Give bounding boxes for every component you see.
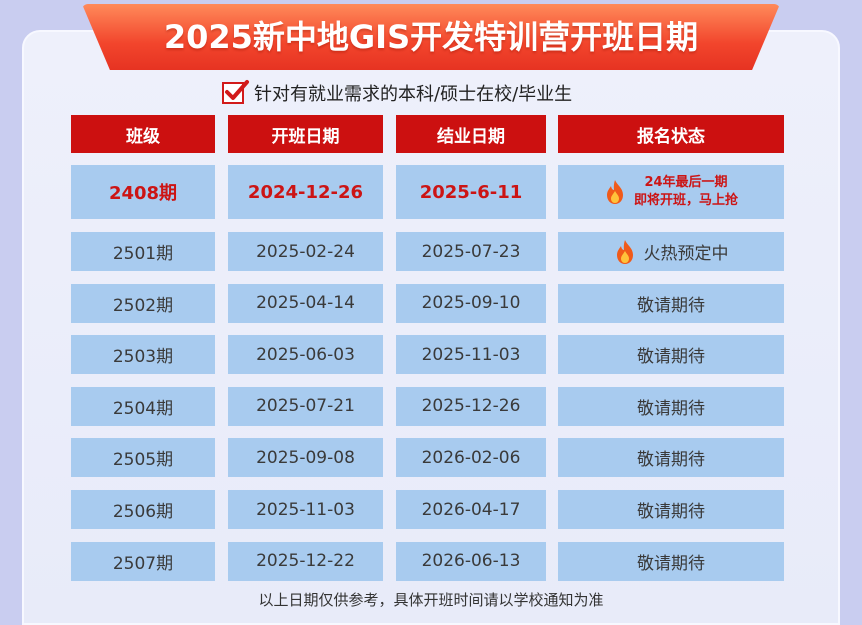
status-cell: 敬请期待 (558, 490, 784, 529)
page-title: 2025新中地GIS开发特训营开班日期 (163, 18, 699, 56)
status-cell: 敬请期待 (558, 283, 784, 323)
table-cell: 2025-04-14 (228, 283, 383, 323)
table-header-cell: 结业日期 (396, 115, 546, 153)
table-cell: 2026-04-17 (396, 490, 546, 529)
fire-icon (604, 179, 626, 205)
status-cell: 火热预定中 (558, 232, 784, 271)
table-cell: 2025-02-24 (228, 232, 383, 271)
status-text: 火热预定中 (643, 244, 729, 264)
status-text: 24年最后一期 即将开班，马上抢 (634, 174, 738, 210)
table-cell: 2507期 (71, 541, 215, 581)
status-line: 24年最后一期 (644, 175, 728, 190)
status-text: 敬请期待 (637, 347, 705, 368)
table-header-cell: 报名状态 (558, 115, 784, 153)
status-text: 敬请期待 (637, 450, 705, 471)
table-cell: 2501期 (71, 232, 215, 271)
table-cell: 2025-6-11 (396, 165, 546, 219)
table-cell: 2025-07-21 (228, 386, 383, 426)
table-cell: 2503期 (71, 335, 215, 375)
status-cell: 敬请期待 (558, 386, 784, 426)
status-text: 敬请期待 (637, 295, 705, 316)
table-cell: 2024-12-26 (228, 165, 383, 219)
table-cell: 2025-06-03 (228, 335, 383, 375)
table-cell: 2025-11-03 (396, 335, 546, 375)
table-cell: 2506期 (71, 490, 215, 529)
subtitle-text: 针对有就业需求的本科/硕士在校/毕业生 (254, 84, 573, 105)
table-cell: 2025-07-23 (396, 232, 546, 271)
table-cell: 2408期 (71, 165, 215, 219)
subtitle-row: 针对有就业需求的本科/硕士在校/毕业生 (222, 80, 572, 106)
table-header-cell: 开班日期 (228, 115, 383, 153)
footer-note: 以上日期仅供参考，具体开班时间请以学校通知为准 (258, 591, 604, 609)
table-cell: 2026-06-13 (396, 541, 546, 581)
status-line: 即将开班，马上抢 (633, 193, 738, 208)
table-cell: 2502期 (71, 283, 215, 323)
table-cell: 2504期 (71, 386, 215, 426)
status-text: 敬请期待 (637, 502, 705, 522)
table-header-cell: 班级 (71, 115, 215, 153)
table-cell: 2025-09-08 (228, 438, 383, 478)
table-cell: 2025-12-26 (396, 386, 546, 426)
status-cell: 敬请期待 (558, 541, 784, 581)
fire-icon (614, 239, 636, 265)
checkbox-check-icon (222, 80, 249, 104)
table-cell: 2026-02-06 (396, 438, 546, 478)
table-cell: 2025-12-22 (228, 541, 383, 581)
status-cell: 敬请期待 (558, 335, 784, 375)
status-text: 敬请期待 (637, 398, 705, 419)
table-cell: 2025-11-03 (228, 490, 383, 529)
table-cell: 2505期 (71, 438, 215, 478)
status-cell: 敬请期待 (558, 438, 784, 478)
status-text: 敬请期待 (637, 553, 705, 574)
table-cell: 2025-09-10 (396, 283, 546, 323)
status-cell: 24年最后一期 即将开班，马上抢 (558, 165, 784, 219)
title-banner (82, 4, 780, 70)
